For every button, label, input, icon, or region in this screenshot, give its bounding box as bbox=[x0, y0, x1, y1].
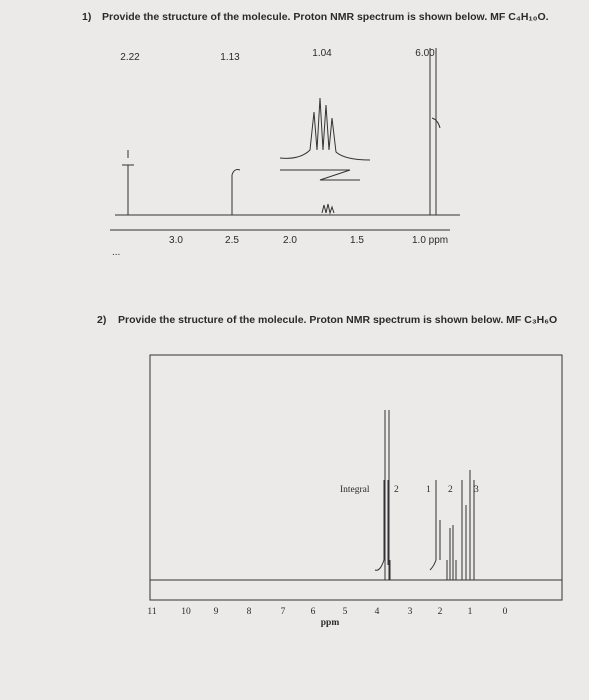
integral-label: 2 bbox=[448, 485, 453, 495]
integral-curve bbox=[280, 169, 360, 181]
integral-title: Integral bbox=[340, 485, 370, 495]
integral-label: 2.22 bbox=[120, 52, 140, 63]
axis-label: 8 bbox=[247, 607, 252, 617]
question-number: 1) bbox=[82, 11, 91, 23]
integral-label: 2 bbox=[394, 485, 399, 495]
axis-label: 2 bbox=[438, 607, 443, 617]
integral-step bbox=[374, 480, 389, 571]
axis-label: 3 bbox=[408, 607, 413, 617]
axis-label: 5 bbox=[343, 607, 348, 617]
singlet bbox=[429, 48, 441, 215]
quartet bbox=[446, 525, 457, 580]
integral-label: 3 bbox=[474, 485, 479, 495]
triplet bbox=[461, 470, 475, 580]
question-text: Provide the structure of the molecule. P… bbox=[118, 314, 557, 326]
integral-label: 1 bbox=[426, 485, 431, 495]
integral-step bbox=[231, 169, 241, 215]
question-text: Provide the structure of the molecule. P… bbox=[102, 11, 549, 23]
plot-frame bbox=[149, 354, 563, 601]
multiplet-inset bbox=[321, 203, 335, 215]
axis-label: 2.0 bbox=[283, 235, 297, 246]
axis-label: 4 bbox=[375, 607, 380, 617]
multiplet bbox=[279, 97, 371, 161]
axis-label: 1.5 bbox=[350, 235, 364, 246]
axis-label: 3.0 bbox=[169, 235, 183, 246]
axis-label: 1 bbox=[468, 607, 473, 617]
singlet bbox=[384, 410, 391, 580]
axis-label: 0 bbox=[503, 607, 508, 617]
integral-step bbox=[429, 480, 441, 571]
axis-label: 11 bbox=[147, 607, 156, 617]
question-number: 2) bbox=[97, 314, 106, 326]
integral-label: 1.13 bbox=[220, 52, 240, 63]
axis-label: 2.5 bbox=[225, 235, 239, 246]
spectrum-1 bbox=[110, 48, 460, 231]
axis-label: 7 bbox=[281, 607, 286, 617]
spectrum-2 bbox=[149, 354, 563, 601]
integral-label: 6.00 bbox=[415, 48, 435, 59]
axis-labels: 11 10 9 8 7 6 5 4 3 2 1 0 bbox=[147, 607, 507, 617]
axis-label: 9 bbox=[214, 607, 219, 617]
axis-label: 10 bbox=[181, 607, 191, 617]
axis-label: 6 bbox=[311, 607, 316, 617]
integral-step bbox=[122, 150, 134, 215]
axis-label: 1.0 ppm bbox=[412, 235, 448, 246]
ellipsis: ... bbox=[112, 247, 120, 258]
integral-label: 1.04 bbox=[312, 48, 332, 59]
axis-title: ppm bbox=[321, 618, 340, 628]
